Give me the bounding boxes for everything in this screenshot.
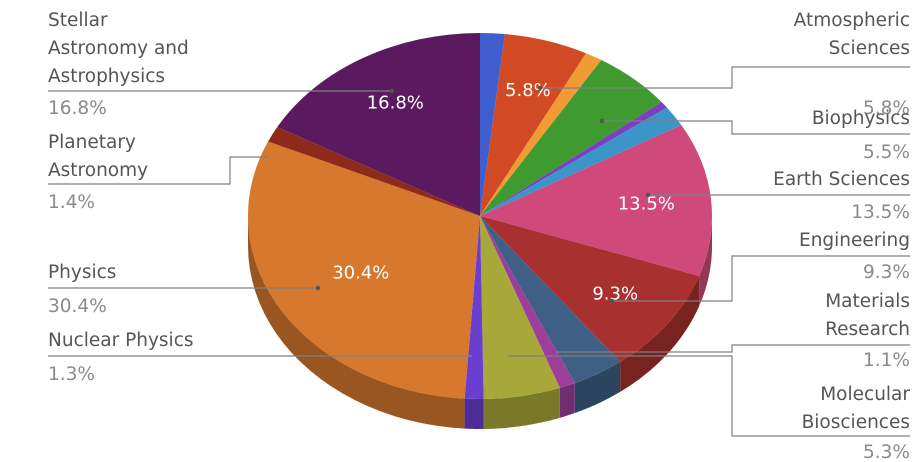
pie-slice-molecular-biosciences [480,216,560,399]
callout-pct-molecular-biosciences: 5.3% [863,442,910,462]
callout-name-atmospheric-sciences-line-1: Atmospheric [794,10,910,31]
pie-side-math [559,383,575,418]
pie-side-earth-sciences [699,216,712,306]
pie-side-materials-research [574,361,621,414]
callout-name-stellar-astronomy-and-astrophysics-line-2: Astronomy and [48,38,189,59]
leader-line-planetary-astronomy [48,156,268,185]
callout-pct-engineering: 9.3% [863,262,910,283]
callout-name-earth-sciences: Earth Sciences [773,169,910,190]
leader-line-materials-research [556,344,910,353]
callout-name-biophysics: Biophysics [812,108,910,129]
callout-pct-stellar-astronomy-and-astrophysics: 16.8% [48,98,107,119]
pie-side-molecular-biosciences [483,387,560,429]
pie-side-physics [248,216,465,429]
callout-name-materials-research-line-1: Materials [825,291,910,312]
slice-value-label-physics: 30.4% [332,263,389,284]
pie-slice-atmospheric-sciences [480,34,587,217]
pie-slice-engineering [480,216,700,362]
leader-line-molecular-biosciences [508,355,910,437]
callout-pct-atmospheric-sciences: 5.8% [863,98,910,119]
callout-pct-planetary-astronomy: 1.4% [48,192,95,213]
leader-dot-biophysics [599,118,605,124]
pie-slice-earth-sciences [480,125,713,276]
callout-pct-materials-research: 1.1% [863,350,910,371]
pie-top [247,32,713,400]
leader-line-engineering [612,255,910,302]
leader-dot-physics [315,285,321,291]
pie-slice-astronomical-sciences [480,33,505,216]
pie-slice-nuclear-physics [464,216,484,400]
callout-pct-physics: 30.4% [48,296,107,317]
callout-name-atmospheric-sciences-line-2: Sciences [829,38,910,59]
pie-side-nuclear-physics [464,398,484,429]
pie-sides [248,216,712,429]
callout-name-engineering: Engineering [799,230,910,251]
callout-pct-earth-sciences: 13.5% [851,202,910,223]
leader-dot-atmospheric-sciences [537,85,543,91]
callout-labels: Stellar Astronomy and Astrophysics 16.8% Pla… [48,10,910,462]
slice-value-label-stellar-astronomy-and-astrophysics: 16.8% [367,92,424,113]
callout-name-molecular-biosciences-line-1: Molecular [820,384,910,405]
callout-name-molecular-biosciences-line-2: Biosciences [802,412,910,433]
leader-dot-stellar-astronomy-and-astrophysics [389,88,395,94]
slice-value-labels: 5.8% 13.5% 9.3% 30.4% 16.8% [332,80,675,305]
pie-side-engineering [620,275,700,392]
pie-slice-chemistry [480,107,682,216]
callout-name-physics: Physics [48,262,116,283]
pie-slice-atmospheric-chemistry [480,53,602,216]
slice-value-label-atmospheric-sciences: 5.8% [505,80,551,101]
slice-value-label-earth-sciences: 13.5% [618,194,675,215]
pie-slice-biological-sciences [480,102,667,216]
pie-slice-biophysics [480,60,662,216]
callout-name-nuclear-physics: Nuclear Physics [48,330,194,351]
pie-slice-physics [247,141,480,399]
pie-slice-planetary-astronomy [268,127,480,216]
pie-slice-math [480,216,575,388]
leader-dot-earth-sciences [645,192,651,198]
callout-name-stellar-astronomy-and-astrophysics-line-3: Astrophysics [48,66,165,87]
pie-slice-materials-research [480,216,621,384]
callout-name-planetary-astronomy-line-1: Planetary [48,132,136,153]
callout-pct-biophysics: 5.5% [863,142,910,163]
slice-value-label-engineering: 9.3% [592,283,638,304]
pie-slice-stellar-astronomy-and-astrophysics [277,32,480,216]
leader-lines [48,66,910,437]
callout-pct-nuclear-physics: 1.3% [48,364,95,385]
leader-line-atmospheric-sciences [540,66,910,89]
leader-line-biophysics [602,120,910,135]
callout-name-materials-research-line-2: Research [825,319,910,340]
callout-name-planetary-astronomy-line-2: Astronomy [48,160,148,181]
callout-name-stellar-astronomy-and-astrophysics-line-1: Stellar [48,10,108,31]
leader-dot-engineering [609,298,615,304]
